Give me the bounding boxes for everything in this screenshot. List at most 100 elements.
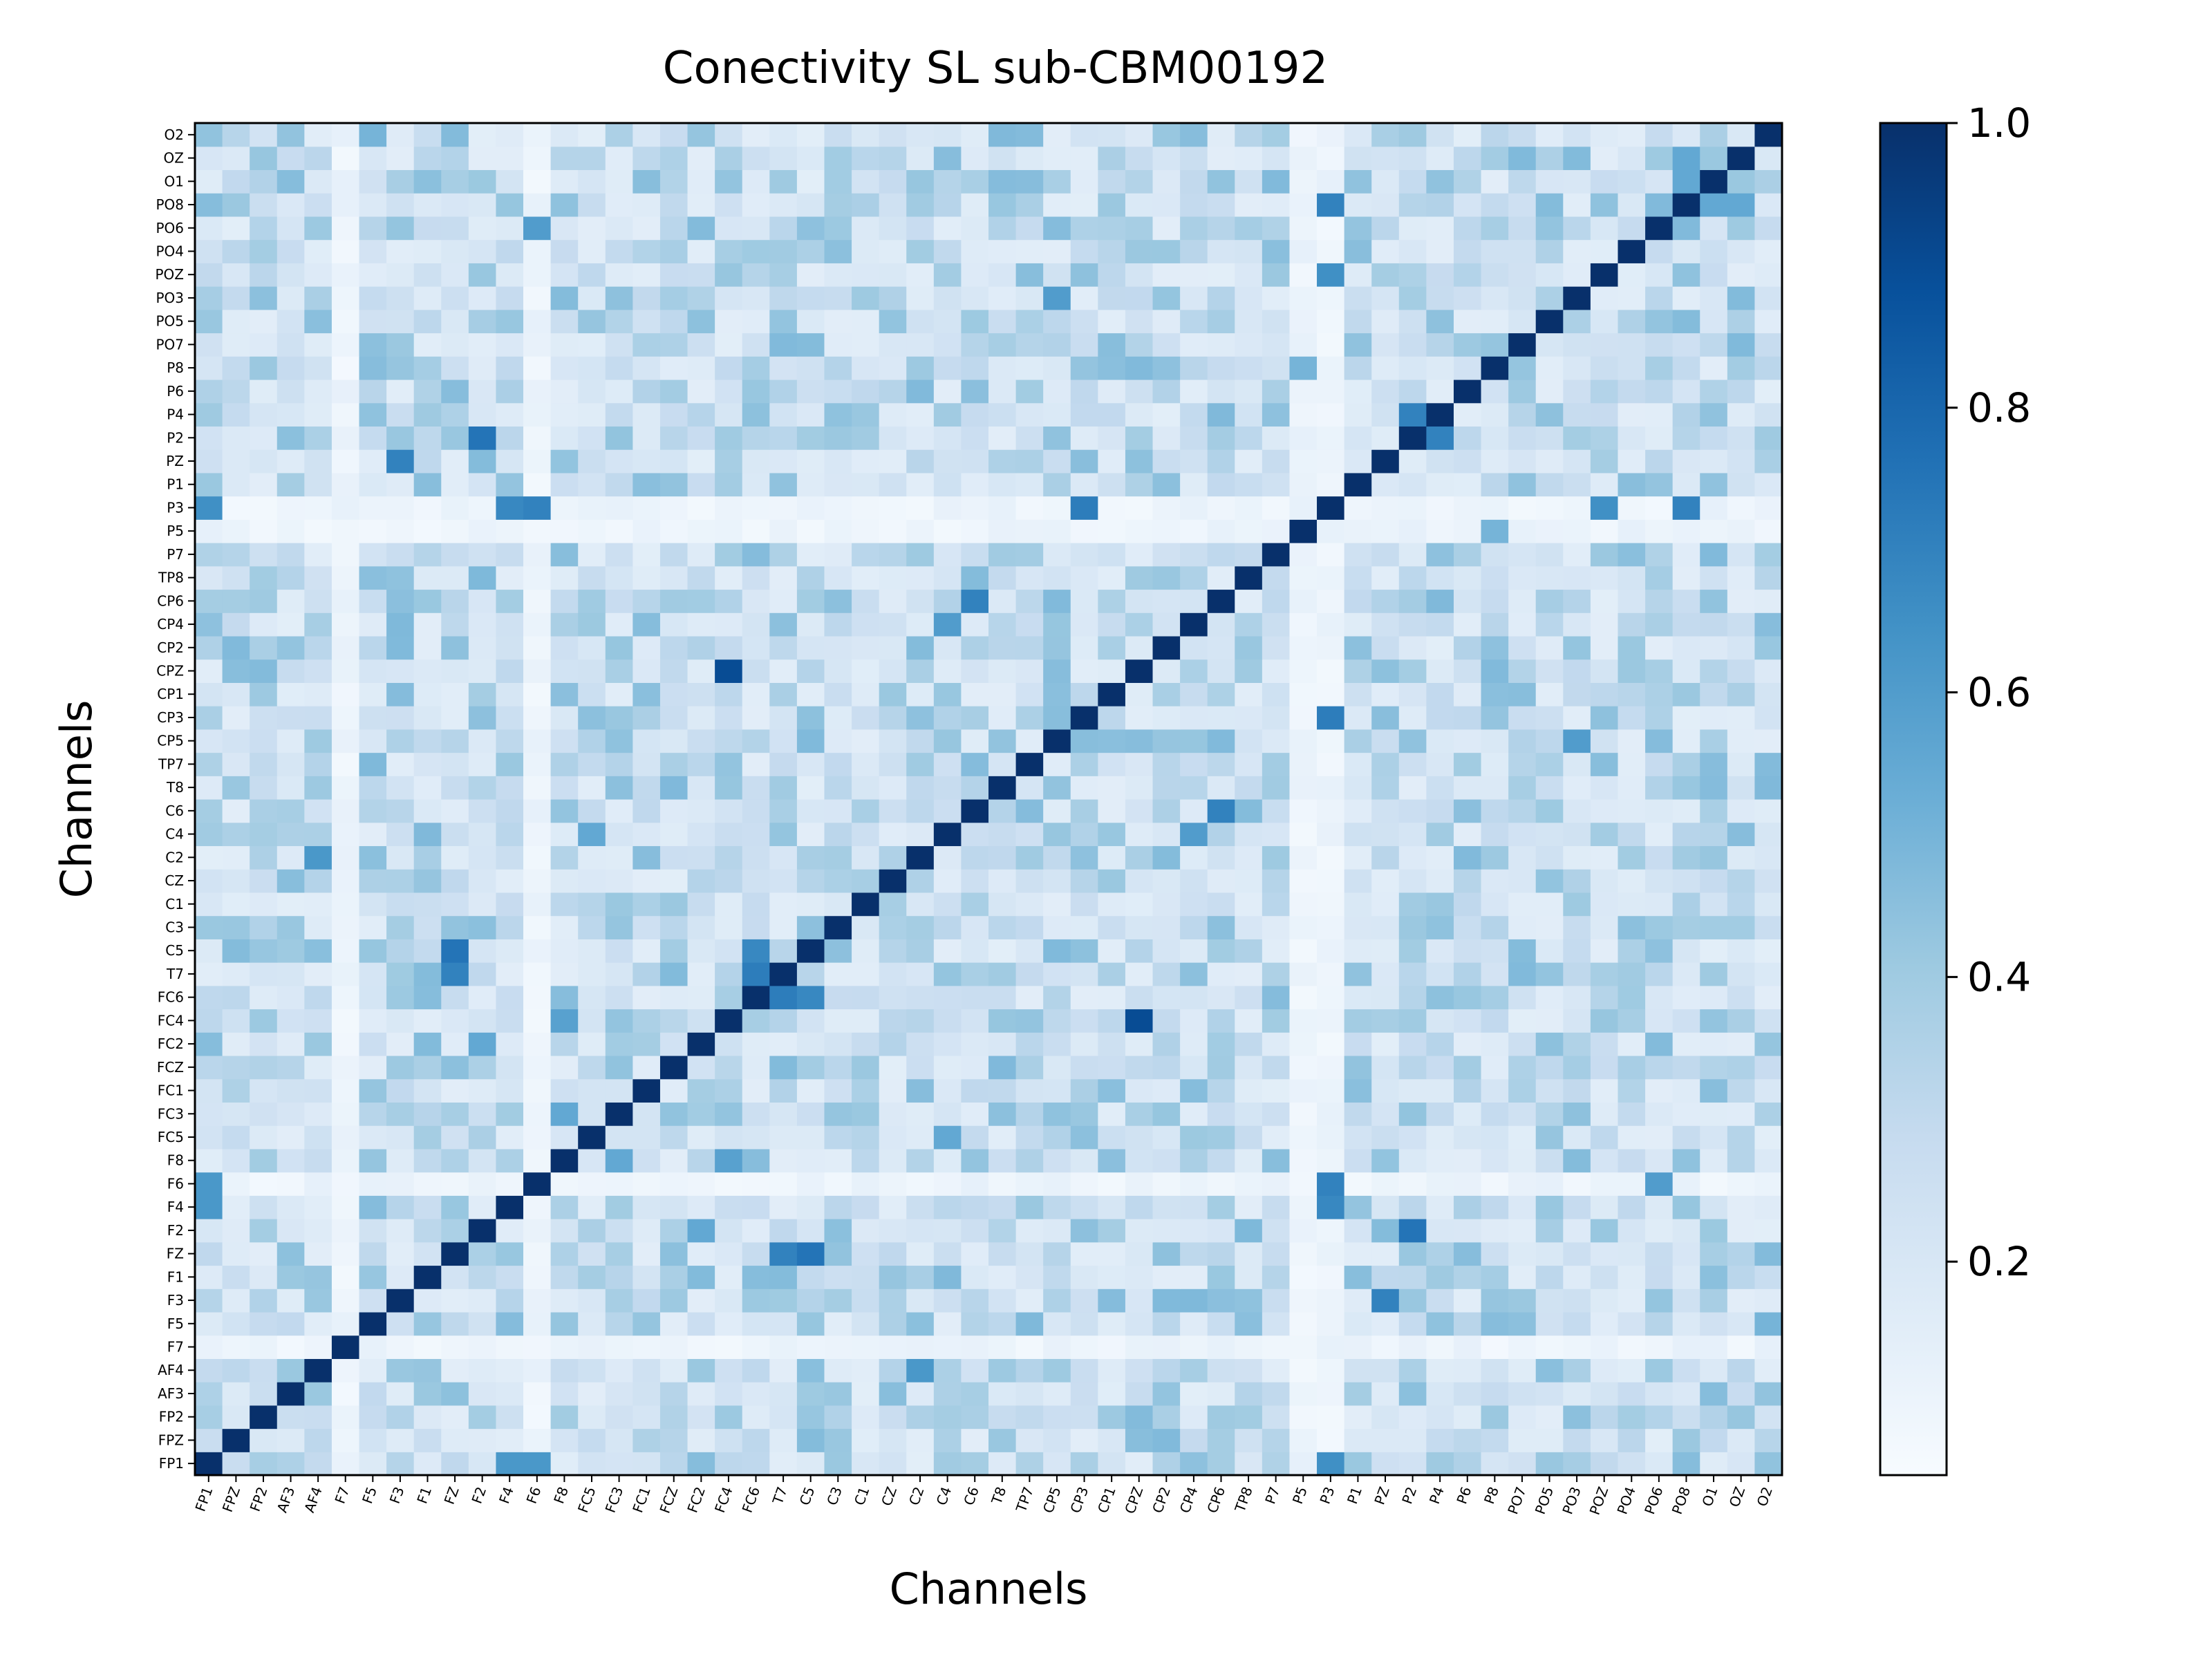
heatmap-cell-oz-tp7 <box>1015 146 1044 171</box>
heatmap-cell-po3-po6 <box>1645 286 1674 310</box>
heatmap-cell-p3-p1 <box>1344 496 1372 520</box>
heatmap-cell-cp3-c4 <box>933 706 962 730</box>
heatmap-cell-f5-f4 <box>496 1311 524 1336</box>
heatmap-cell-f4-p7 <box>1262 1195 1291 1219</box>
heatmap-cell-t8-cp3 <box>1070 776 1098 800</box>
heatmap-cell-p4-cpz <box>1125 402 1154 427</box>
heatmap-cell-poz-fc3 <box>605 263 633 287</box>
heatmap-cell-fpz-c5 <box>796 1428 825 1452</box>
y-tick-label: P8 <box>167 359 184 376</box>
heatmap-cell-o2-p4 <box>1426 123 1454 147</box>
heatmap-cell-po7-fc6 <box>742 332 770 357</box>
heatmap-cell-af3-oz <box>1727 1382 1756 1406</box>
heatmap-cell-o1-o1 <box>1700 169 1728 194</box>
heatmap-cell-fp1-f1 <box>413 1452 442 1476</box>
heatmap-cell-fp1-p2 <box>1398 1452 1427 1476</box>
heatmap-cell-po4-t7 <box>769 239 798 263</box>
heatmap-cell-oz-cp6 <box>1207 146 1235 171</box>
heatmap-cell-c6-f4 <box>496 799 524 823</box>
heatmap-cell-af3-f1 <box>413 1382 442 1406</box>
heatmap-cell-fc2-f5 <box>359 1032 387 1056</box>
heatmap-cell-p8-o1 <box>1700 356 1728 380</box>
heatmap-cell-tp7-f4 <box>496 752 524 776</box>
heatmap-cell-fz-pz <box>1371 1241 1400 1266</box>
heatmap-cell-c3-fc5 <box>578 915 606 939</box>
heatmap-cell-pz-f6 <box>523 449 552 474</box>
heatmap-cell-cz-p7 <box>1262 869 1291 893</box>
heatmap-cell-oz-fc1 <box>632 146 661 171</box>
heatmap-cell-f2-cpz <box>1125 1219 1154 1243</box>
heatmap-cell-c4-c3 <box>824 822 852 847</box>
heatmap-cell-f1-po4 <box>1618 1265 1646 1289</box>
heatmap-cell-c6-po5 <box>1535 799 1564 823</box>
heatmap-cell-c6-cp5 <box>1043 799 1071 823</box>
heatmap-cell-p1-f4 <box>496 472 524 497</box>
plot-frame <box>194 122 1783 1477</box>
heatmap-cell-tp8-p7 <box>1262 565 1291 590</box>
heatmap-cell-fc1-fp2 <box>250 1078 278 1103</box>
heatmap-cell-f7-c6 <box>961 1335 989 1359</box>
heatmap-cell-c2-cz <box>879 845 907 870</box>
heatmap-cell-p4-f3 <box>386 402 415 427</box>
heatmap-cell-po3-t7 <box>769 286 798 310</box>
heatmap-cell-f3-fc2 <box>687 1288 715 1313</box>
heatmap-cell-fc6-tp8 <box>1235 985 1263 1010</box>
heatmap-cell-fc1-p4 <box>1426 1078 1454 1103</box>
heatmap-cell-p6-cp3 <box>1070 379 1098 404</box>
heatmap-cell-cpz-cz <box>879 659 907 683</box>
heatmap-cell-fc1-p7 <box>1262 1078 1291 1103</box>
heatmap-cell-po6-fp2 <box>250 216 278 241</box>
heatmap-cell-po6-c1 <box>852 216 880 241</box>
y-tick-label: C6 <box>165 803 184 819</box>
heatmap-cell-cp2-po7 <box>1508 635 1537 660</box>
y-tick-label: P1 <box>167 476 184 493</box>
heatmap-cell-f3-o1 <box>1700 1288 1728 1313</box>
x-tick-label: PZ <box>1371 1485 1392 1507</box>
heatmap-cell-o1-c3 <box>824 169 852 194</box>
heatmap-cell-o2-cp5 <box>1043 123 1071 147</box>
heatmap-cell-po6-po6 <box>1645 216 1674 241</box>
heatmap-cell-po8-f2 <box>468 193 497 217</box>
heatmap-cell-fc2-cp2 <box>1152 1032 1181 1056</box>
heatmap-cell-po4-fz <box>441 239 469 263</box>
heatmap-cell-cz-t8 <box>988 869 1017 893</box>
heatmap-cell-af4-po8 <box>1672 1358 1700 1382</box>
heatmap-cell-pz-cp2 <box>1152 449 1181 474</box>
heatmap-cell-f5-fc2 <box>687 1311 715 1336</box>
heatmap-cell-o1-fc2 <box>687 169 715 194</box>
heatmap-cell-c1-p2 <box>1398 892 1427 917</box>
heatmap-cell-o1-t8 <box>988 169 1017 194</box>
heatmap-cell-p2-cp1 <box>1098 426 1126 450</box>
heatmap-cell-cp4-f1 <box>413 612 442 637</box>
heatmap-cell-c4-fc3 <box>605 822 633 847</box>
heatmap-cell-f7-tp8 <box>1235 1335 1263 1359</box>
heatmap-cell-p5-oz <box>1727 519 1756 543</box>
heatmap-cell-f3-fc1 <box>632 1288 661 1313</box>
heatmap-cell-cp6-f7 <box>331 589 360 613</box>
heatmap-cell-p6-po5 <box>1535 379 1564 404</box>
heatmap-cell-c1-fc5 <box>578 892 606 917</box>
heatmap-cell-fc4-cp3 <box>1070 1009 1098 1033</box>
heatmap-cell-c6-fc1 <box>632 799 661 823</box>
heatmap-cell-po7-po7 <box>1508 332 1537 357</box>
heatmap-cell-f6-p5 <box>1289 1172 1318 1196</box>
heatmap-cell-c2-cp1 <box>1098 845 1126 870</box>
heatmap-cell-oz-po8 <box>1672 146 1700 171</box>
heatmap-cell-cp1-f2 <box>468 682 497 706</box>
heatmap-cell-c3-cp5 <box>1043 915 1071 939</box>
heatmap-cell-af3-pz <box>1371 1382 1400 1406</box>
heatmap-cell-f4-cp2 <box>1152 1195 1181 1219</box>
heatmap-cell-c3-c5 <box>796 915 825 939</box>
heatmap-cell-po4-pz <box>1371 239 1400 263</box>
heatmap-cell-f7-cp2 <box>1152 1335 1181 1359</box>
heatmap-cell-fc4-cp6 <box>1207 1009 1235 1033</box>
heatmap-cell-fc6-af4 <box>304 985 332 1010</box>
heatmap-cell-t7-cp6 <box>1207 962 1235 986</box>
heatmap-cell-p2-c1 <box>852 426 880 450</box>
heatmap-cell-c2-p7 <box>1262 845 1291 870</box>
heatmap-cell-p7-fc5 <box>578 543 606 567</box>
heatmap-cell-fc4-po7 <box>1508 1009 1537 1033</box>
heatmap-cell-po8-p3 <box>1317 193 1345 217</box>
heatmap-cell-fpz-f6 <box>523 1428 552 1452</box>
heatmap-cell-po4-cp5 <box>1043 239 1071 263</box>
